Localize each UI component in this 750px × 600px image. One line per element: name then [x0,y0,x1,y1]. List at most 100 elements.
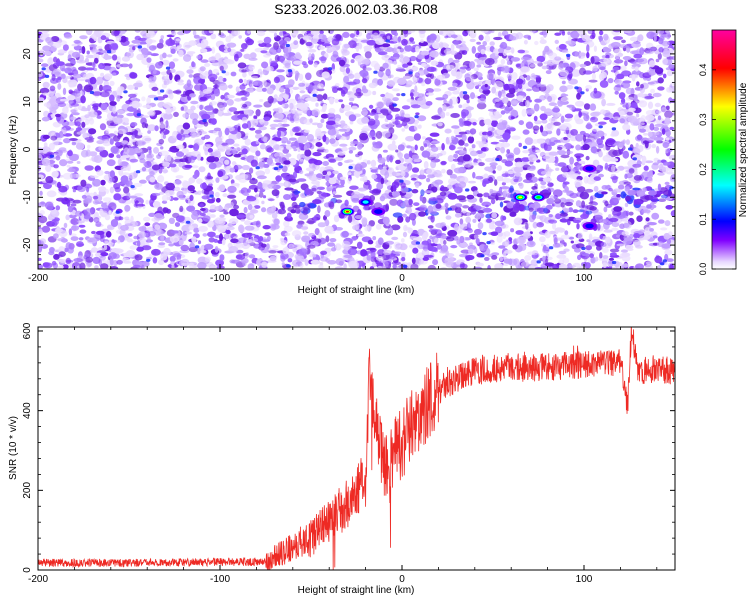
heatmap-cell [278,145,284,151]
heatmap-cell [496,165,502,171]
heatmap-cell [271,224,280,230]
heatmap-cell [191,236,197,244]
heatmap-cell [108,210,112,215]
heatmap-cell [598,35,602,41]
heatmap-cell [158,242,166,246]
heatmap-cell [215,177,220,183]
heatmap-cell [570,240,574,244]
heatmap-cell [269,255,277,262]
heatmap-cell [218,129,223,138]
heatmap-cell [447,229,458,237]
heatmap-cell [283,160,291,165]
heatmap-cell [378,166,384,170]
heatmap-cell [324,225,334,234]
heatmap-cell [413,123,419,131]
heatmap-cell [477,97,486,104]
heatmap-cell [147,124,157,132]
heatmap-cell [283,225,293,233]
heatmap-cell [229,202,234,209]
heatmap-cell [620,81,631,89]
heatmap-cell [146,153,154,159]
heatmap-cell [625,46,631,53]
heatmap-cell [276,96,284,102]
heatmap-cell [137,37,148,42]
heatmap-cell [99,149,109,158]
heatmap-cell [504,249,513,254]
heatmap-cell [434,78,441,86]
heatmap-cell [645,217,650,222]
heatmap-cell [184,44,192,48]
heatmap-cell [218,218,226,226]
heatmap-cell [554,32,562,36]
heatmap-cell [408,198,413,206]
heatmap-cell [197,247,201,255]
heatmap-cell [565,216,569,220]
heatmap-cell [499,44,504,48]
heatmap-cell [502,132,511,140]
heatmap-cell [176,151,185,158]
heatmap-cell [617,184,625,190]
heatmap-cell [124,117,130,124]
heatmap-cell [356,30,360,36]
heatmap-cell [310,38,319,43]
heatmap-cell [540,105,546,112]
heatmap-cell [421,248,430,257]
heatmap-cell [565,150,574,155]
heatmap-cell [654,102,661,108]
heatmap-cell [429,132,440,137]
heatmap-cell [616,141,625,148]
heatmap-cell [399,243,408,251]
heatmap-cell [52,262,59,269]
heatmap-cell [152,201,161,208]
heatmap-cell [477,222,484,230]
heatmap-cell [541,130,548,137]
heatmap-cell [255,133,263,139]
heatmap-cell [631,74,636,82]
heatmap-cell [469,61,476,69]
heatmap-cell [510,193,514,199]
heatmap-cell [581,253,590,257]
heatmap-cell [224,204,230,211]
heatmap-cell [110,146,119,154]
heatmap-cell [325,169,335,173]
heatmap-cell [596,164,603,172]
heatmap-cell [488,221,495,230]
heatmap-cell [56,137,62,141]
heatmap-cell [72,73,83,79]
heatmap-cell [62,87,67,95]
heatmap-cell [511,72,518,80]
heatmap-cell [151,75,157,82]
heatmap-cell [607,259,614,267]
heatmap-cell [518,83,523,90]
heatmap-cell [500,142,511,148]
heatmap-cell [610,133,616,137]
heatmap-cell [230,238,239,244]
heatmap-cell [142,260,150,267]
heatmap-cell [540,171,547,175]
heatmap-cell [308,173,319,182]
heatmap-cell [670,210,675,217]
heatmap-cell [65,257,72,265]
heatmap-cell [53,253,60,260]
heatmap-cell [625,96,635,101]
heatmap-cell [92,61,96,69]
heatmap-cell [329,97,335,105]
heatmap-cell [417,54,425,60]
heatmap-cell [414,72,420,79]
heatmap-cell [67,150,73,157]
heatmap-cell [601,62,609,67]
heatmap-cell [129,158,139,163]
heatmap-cell [146,39,157,43]
heatmap-cell [210,93,216,101]
heatmap-cell [258,158,263,162]
heatmap-cell [188,74,193,78]
heatmap-cell [292,86,299,90]
heatmap-cell [225,138,235,145]
heatmap-cell [48,213,53,221]
heatmap-cell [526,228,532,232]
heatmap-cell [318,56,327,61]
heatmap-cell [370,159,377,167]
heatmap-cell [553,121,561,126]
heatmap-cell [96,140,104,145]
heatmap-cell [345,67,350,74]
